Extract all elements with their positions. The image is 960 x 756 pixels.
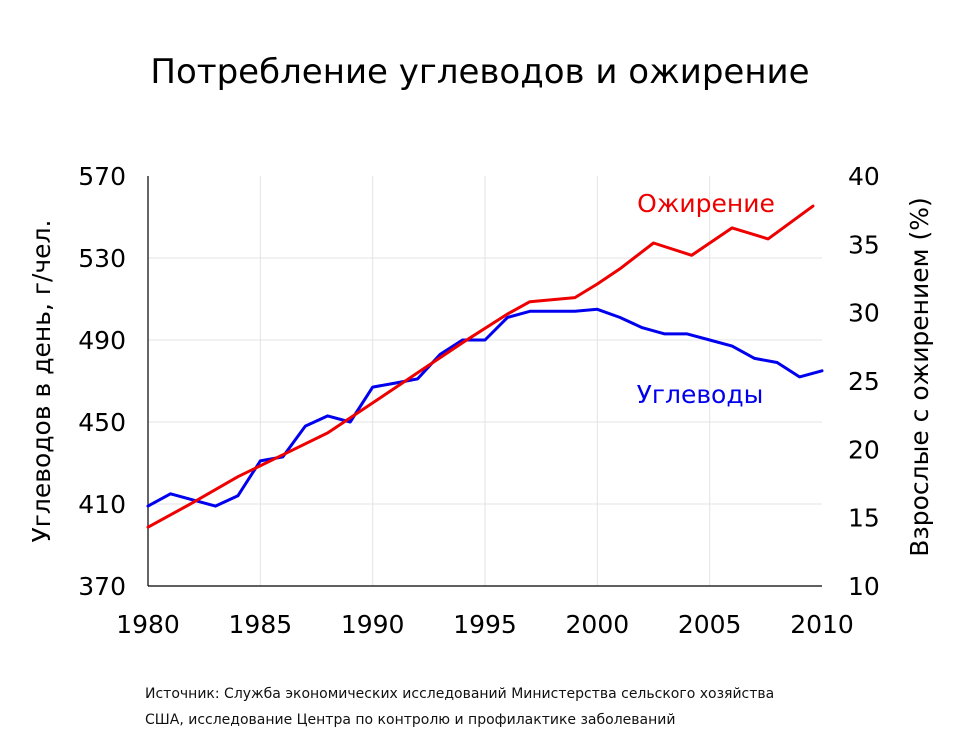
y-tick-label-left: 570	[78, 162, 126, 191]
series-lines	[146, 204, 824, 529]
x-tick-label: 1995	[453, 610, 517, 639]
series-line-obesity	[146, 204, 815, 529]
x-tick-label: 1990	[341, 610, 405, 639]
y-tick-label-left: 370	[78, 572, 126, 601]
y-tick-label-left: 450	[78, 408, 126, 437]
x-tick-label: 2000	[566, 610, 630, 639]
y-tick-label-right: 30	[848, 299, 880, 328]
y-tick-label-right: 15	[848, 504, 880, 533]
y-tick-label-right: 40	[848, 162, 880, 191]
annotation-carbs: Углеводы	[637, 380, 764, 409]
y-tick-label-left: 530	[78, 244, 126, 273]
y-tick-label-left: 490	[78, 326, 126, 355]
x-tick-label: 2005	[678, 610, 742, 639]
x-tick-label: 1985	[229, 610, 293, 639]
x-tick-label: 1980	[116, 610, 180, 639]
y-tick-label-right: 10	[848, 572, 880, 601]
y-tick-label-right: 25	[848, 367, 880, 396]
annotation-obesity: Ожирение	[637, 189, 775, 218]
series-line-carbs	[146, 307, 824, 508]
y-axis-title-left: Углеводов в день, г/чел.	[27, 220, 56, 543]
source-note-line-2: США, исследование Центра по контролю и п…	[145, 712, 676, 728]
y-tick-label-right: 35	[848, 230, 880, 259]
y-tick-label-left: 410	[78, 490, 126, 519]
y-tick-label-right: 20	[848, 435, 880, 464]
x-tick-label: 2010	[790, 610, 854, 639]
axes	[147, 176, 822, 587]
y-axis-title-right: Взрослые с ожирением (%)	[905, 197, 934, 556]
source-note-line-1: Источник: Служба экономических исследова…	[145, 686, 775, 702]
axis-labels: 1980 1985 1990 1995 2000 2005 2010370410450490…	[27, 162, 934, 639]
gridlines	[148, 176, 822, 586]
chart-title: Потребление углеводов и ожирение	[150, 52, 810, 92]
